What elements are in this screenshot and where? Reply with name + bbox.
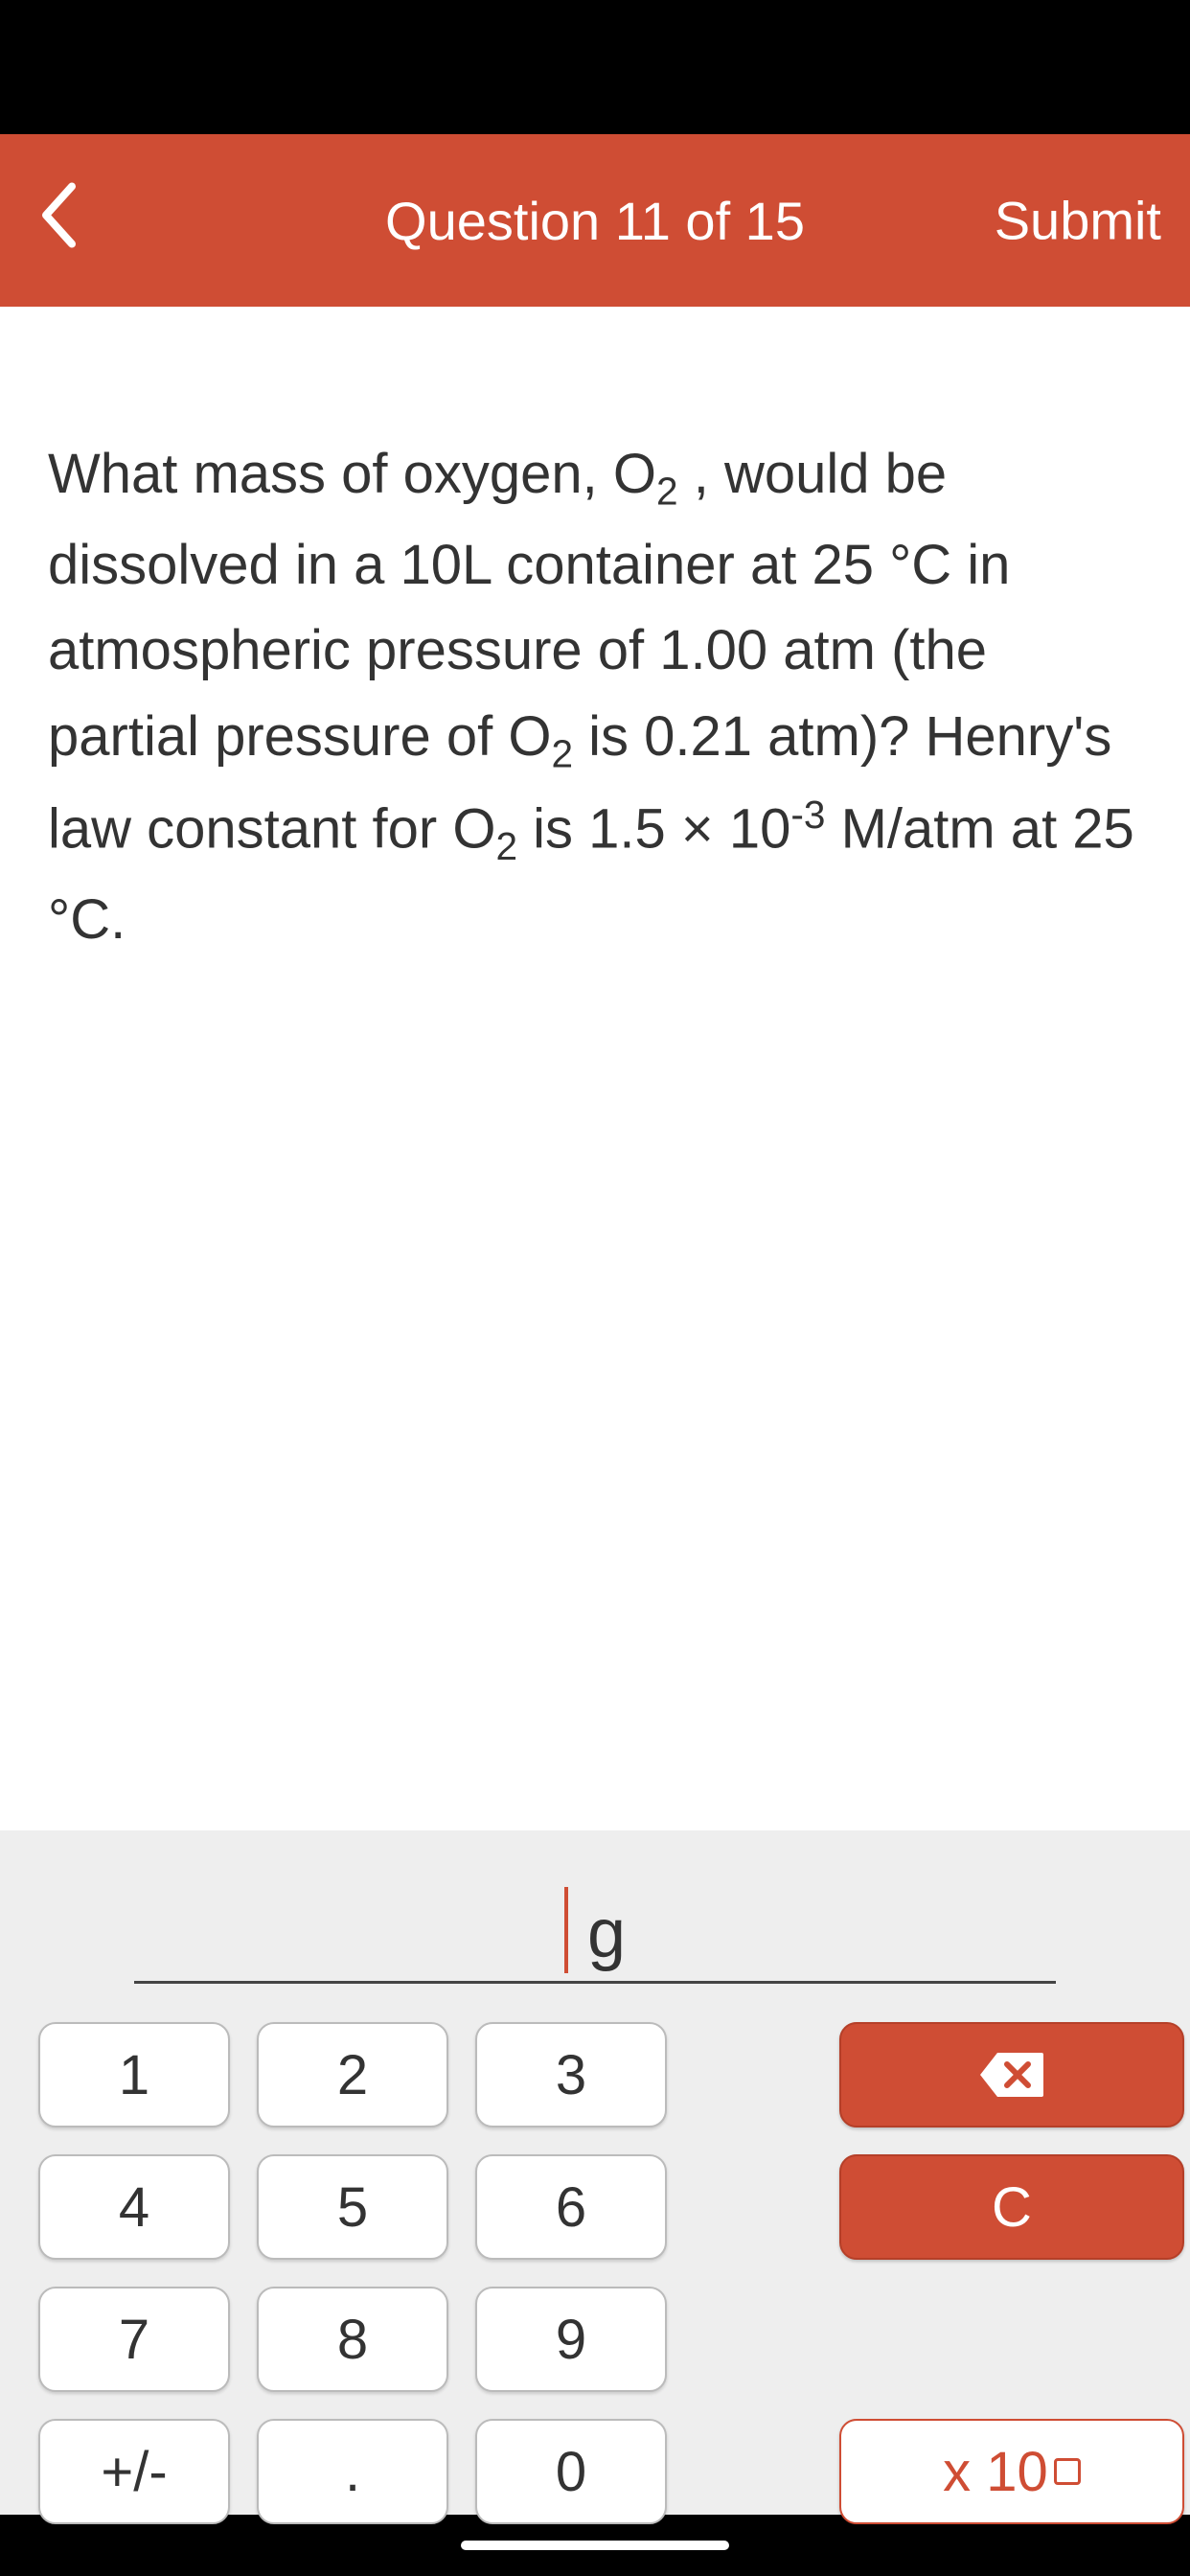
- key-6[interactable]: 6: [475, 2154, 667, 2260]
- question-text: What mass of oxygen, O2 , would be disso…: [48, 431, 1142, 963]
- key-9[interactable]: 9: [475, 2287, 667, 2392]
- clear-button[interactable]: C: [839, 2154, 1184, 2260]
- key-7[interactable]: 7: [38, 2287, 230, 2392]
- key-1[interactable]: 1: [38, 2022, 230, 2128]
- keypad: 1 2 3 4 5 6 7 8 9 +/- . 0 C x 1: [38, 2022, 1152, 2524]
- keypad-controls: C x 10: [839, 2022, 1184, 2524]
- home-indicator[interactable]: [461, 2541, 729, 2550]
- key-plus-minus[interactable]: +/-: [38, 2419, 230, 2524]
- sci-notation-button[interactable]: x 10: [839, 2419, 1184, 2524]
- sci-label: x 10: [943, 2440, 1048, 2504]
- key-0[interactable]: 0: [475, 2419, 667, 2524]
- question-content: What mass of oxygen, O2 , would be disso…: [0, 307, 1190, 1830]
- chevron-left-icon: [38, 182, 77, 249]
- key-4[interactable]: 4: [38, 2154, 230, 2260]
- numpad: 1 2 3 4 5 6 7 8 9 +/- . 0: [38, 2022, 667, 2524]
- key-decimal[interactable]: .: [257, 2419, 448, 2524]
- answer-area: g 1 2 3 4 5 6 7 8 9 +/- . 0 C: [0, 1830, 1190, 2515]
- text-cursor: [564, 1887, 568, 1973]
- spacer: [839, 2287, 1184, 2392]
- key-3[interactable]: 3: [475, 2022, 667, 2128]
- key-2[interactable]: 2: [257, 2022, 448, 2128]
- status-bar: [0, 0, 1190, 134]
- exponent-box-icon: [1054, 2458, 1081, 2485]
- backspace-icon: [978, 2051, 1045, 2099]
- backspace-button[interactable]: [839, 2022, 1184, 2128]
- unit-label: g: [587, 1895, 626, 1973]
- key-8[interactable]: 8: [257, 2287, 448, 2392]
- header-bar: Question 11 of 15 Submit: [0, 134, 1190, 307]
- submit-button[interactable]: Submit: [995, 190, 1161, 252]
- back-button[interactable]: [38, 172, 77, 270]
- key-5[interactable]: 5: [257, 2154, 448, 2260]
- answer-input[interactable]: g: [134, 1859, 1056, 1984]
